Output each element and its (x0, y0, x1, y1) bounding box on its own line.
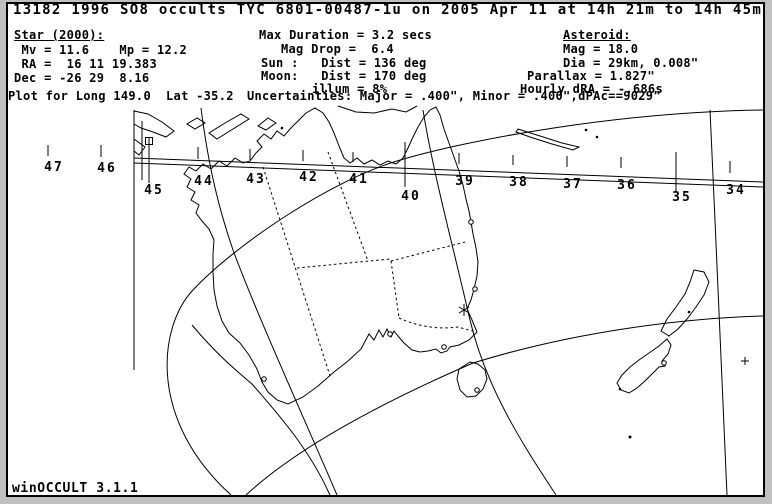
window-frame-right (765, 0, 772, 504)
mag-drop: Mag Drop = 6.4 (281, 42, 394, 56)
plot-paper (6, 2, 764, 496)
asteroid-section-heading: Asteroid: (563, 28, 631, 42)
plot-site-line: Plot for Long 149.0 Lat -35.2 (8, 89, 234, 103)
minute-label-40: 40 (401, 189, 421, 204)
minute-label-42: 42 (299, 170, 319, 185)
moon-distance: Moon: Dist = 170 deg (261, 69, 427, 83)
coastline-tasmania (456, 361, 488, 398)
asteroid-parallax: Parallax = 1.827" (527, 69, 655, 83)
app-version-label: winOCCULT 3.1.1 (12, 481, 139, 496)
minute-label-39: 39 (455, 174, 475, 189)
minute-label-35: 35 (672, 190, 692, 205)
minute-label-47: 47 (44, 160, 64, 175)
uncertainties-line: Uncertainties: Major = .400", Minor = .4… (247, 89, 661, 103)
site-marker-asterisk (458, 304, 470, 316)
minute-label-38: 38 (509, 175, 529, 190)
window-frame-bottom (0, 497, 772, 504)
asteroid-mag: Mag = 18.0 (563, 42, 639, 56)
coastline-islands-north (133, 105, 581, 156)
minute-label-43: 43 (246, 172, 266, 187)
sun-distance: Sun : Dist = 136 deg (261, 56, 427, 70)
visibility-limit-curves (166, 107, 764, 496)
star-ra: RA = 16 11 19.383 (14, 57, 157, 71)
island-plus-marker (741, 357, 749, 365)
star-magnitudes: Mv = 11.6 Mp = 12.2 (14, 43, 188, 57)
window-frame-left (0, 0, 6, 504)
plot-frame (6, 2, 765, 497)
city-markers (261, 126, 749, 439)
window-frame-top (0, 0, 772, 2)
minute-label-45: 45 (144, 183, 164, 198)
path-minute-ticks: 47 46 45 44 43 42 41 40 39 38 37 36 35 34 (44, 137, 746, 205)
graticule-lines (133, 109, 728, 496)
minute-label-46: 46 (97, 161, 117, 176)
minute-label-41: 41 (349, 172, 369, 187)
occultation-path-lines (133, 157, 764, 188)
max-duration: Max Duration = 3.2 secs (259, 28, 433, 42)
coastline-new-zealand (616, 269, 710, 394)
star-section-heading: Star (2000): (14, 28, 105, 42)
state-border-lines (262, 151, 477, 380)
minute-label-36: 36 (617, 178, 637, 193)
asteroid-hourly-dra: Hourly dRA = -.686s (520, 82, 663, 96)
asteroid-diameter: Dia = 29km, 0.008" (563, 56, 699, 70)
minute-label-37: 37 (563, 177, 583, 192)
star-dec: Dec = -26 29 8.16 (14, 71, 150, 85)
coastline-australia (183, 106, 479, 405)
moon-illumination: illum = 8% (312, 82, 388, 96)
minute-label-44: 44 (194, 174, 214, 189)
minute-label-34: 34 (726, 183, 746, 198)
occultation-title: 13182 1996 SO8 occults TYC 6801-00487-1u… (13, 2, 763, 18)
